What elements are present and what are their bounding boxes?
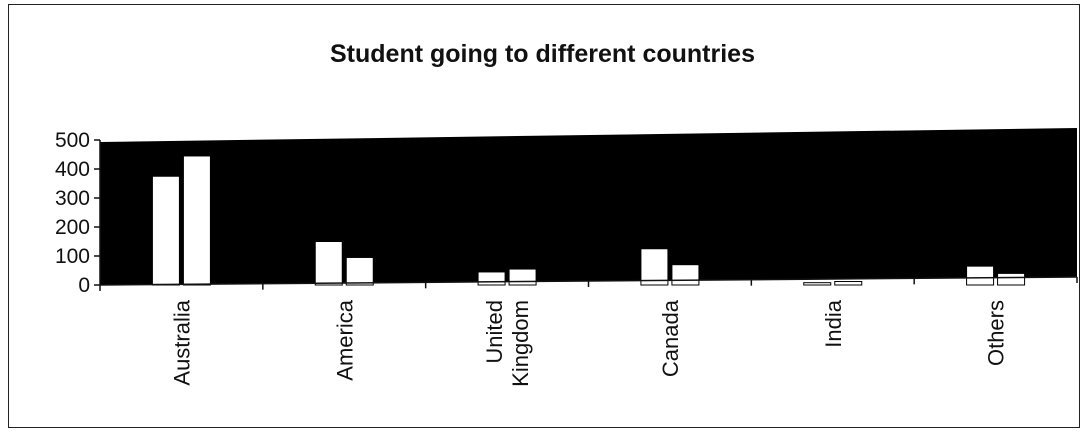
y-tick-label-400: 400	[55, 158, 90, 181]
y-tick-label-200: 200	[55, 216, 90, 239]
x-label-line: United	[482, 300, 507, 364]
bar-australia-series-2	[182, 155, 211, 286]
bar-others-series-1	[966, 265, 995, 286]
bar-others-series-2	[997, 272, 1026, 286]
y-tick-label-0: 0	[78, 274, 90, 297]
y-tick-label-300: 300	[55, 187, 90, 210]
x-label-canada: Canada	[658, 299, 683, 377]
x-label-united-kingdom: United Kingdom	[482, 300, 533, 387]
x-label-line: Others	[984, 300, 1009, 366]
x-label-india: India	[821, 299, 846, 347]
x-label-line: India	[821, 299, 846, 347]
x-label-line: America	[332, 299, 357, 380]
bar-canada-series-2	[671, 264, 700, 286]
x-label-line: Canada	[658, 299, 683, 377]
x-label-others: Others	[984, 300, 1009, 366]
x-label-line: Kingdom	[508, 300, 533, 387]
x-label-australia: Australia	[169, 299, 194, 385]
y-tick-label-500: 500	[55, 129, 90, 152]
bar-canada-series-1	[640, 248, 669, 286]
y-tick-label-100: 100	[55, 245, 90, 268]
x-label-america: America	[332, 299, 357, 380]
bar-india-series-1	[803, 282, 832, 286]
bar-america-series-2	[345, 256, 374, 286]
bar-united-kingdom-series-1	[477, 271, 506, 286]
plot-area	[100, 128, 1077, 285]
chart-title: Student going to different countries	[330, 40, 755, 68]
bar-india-series-2	[834, 281, 863, 286]
x-label-line: Australia	[169, 299, 194, 385]
bar-america-series-1	[314, 241, 343, 286]
bar-united-kingdom-series-2	[508, 268, 537, 286]
bar-australia-series-1	[151, 175, 180, 286]
